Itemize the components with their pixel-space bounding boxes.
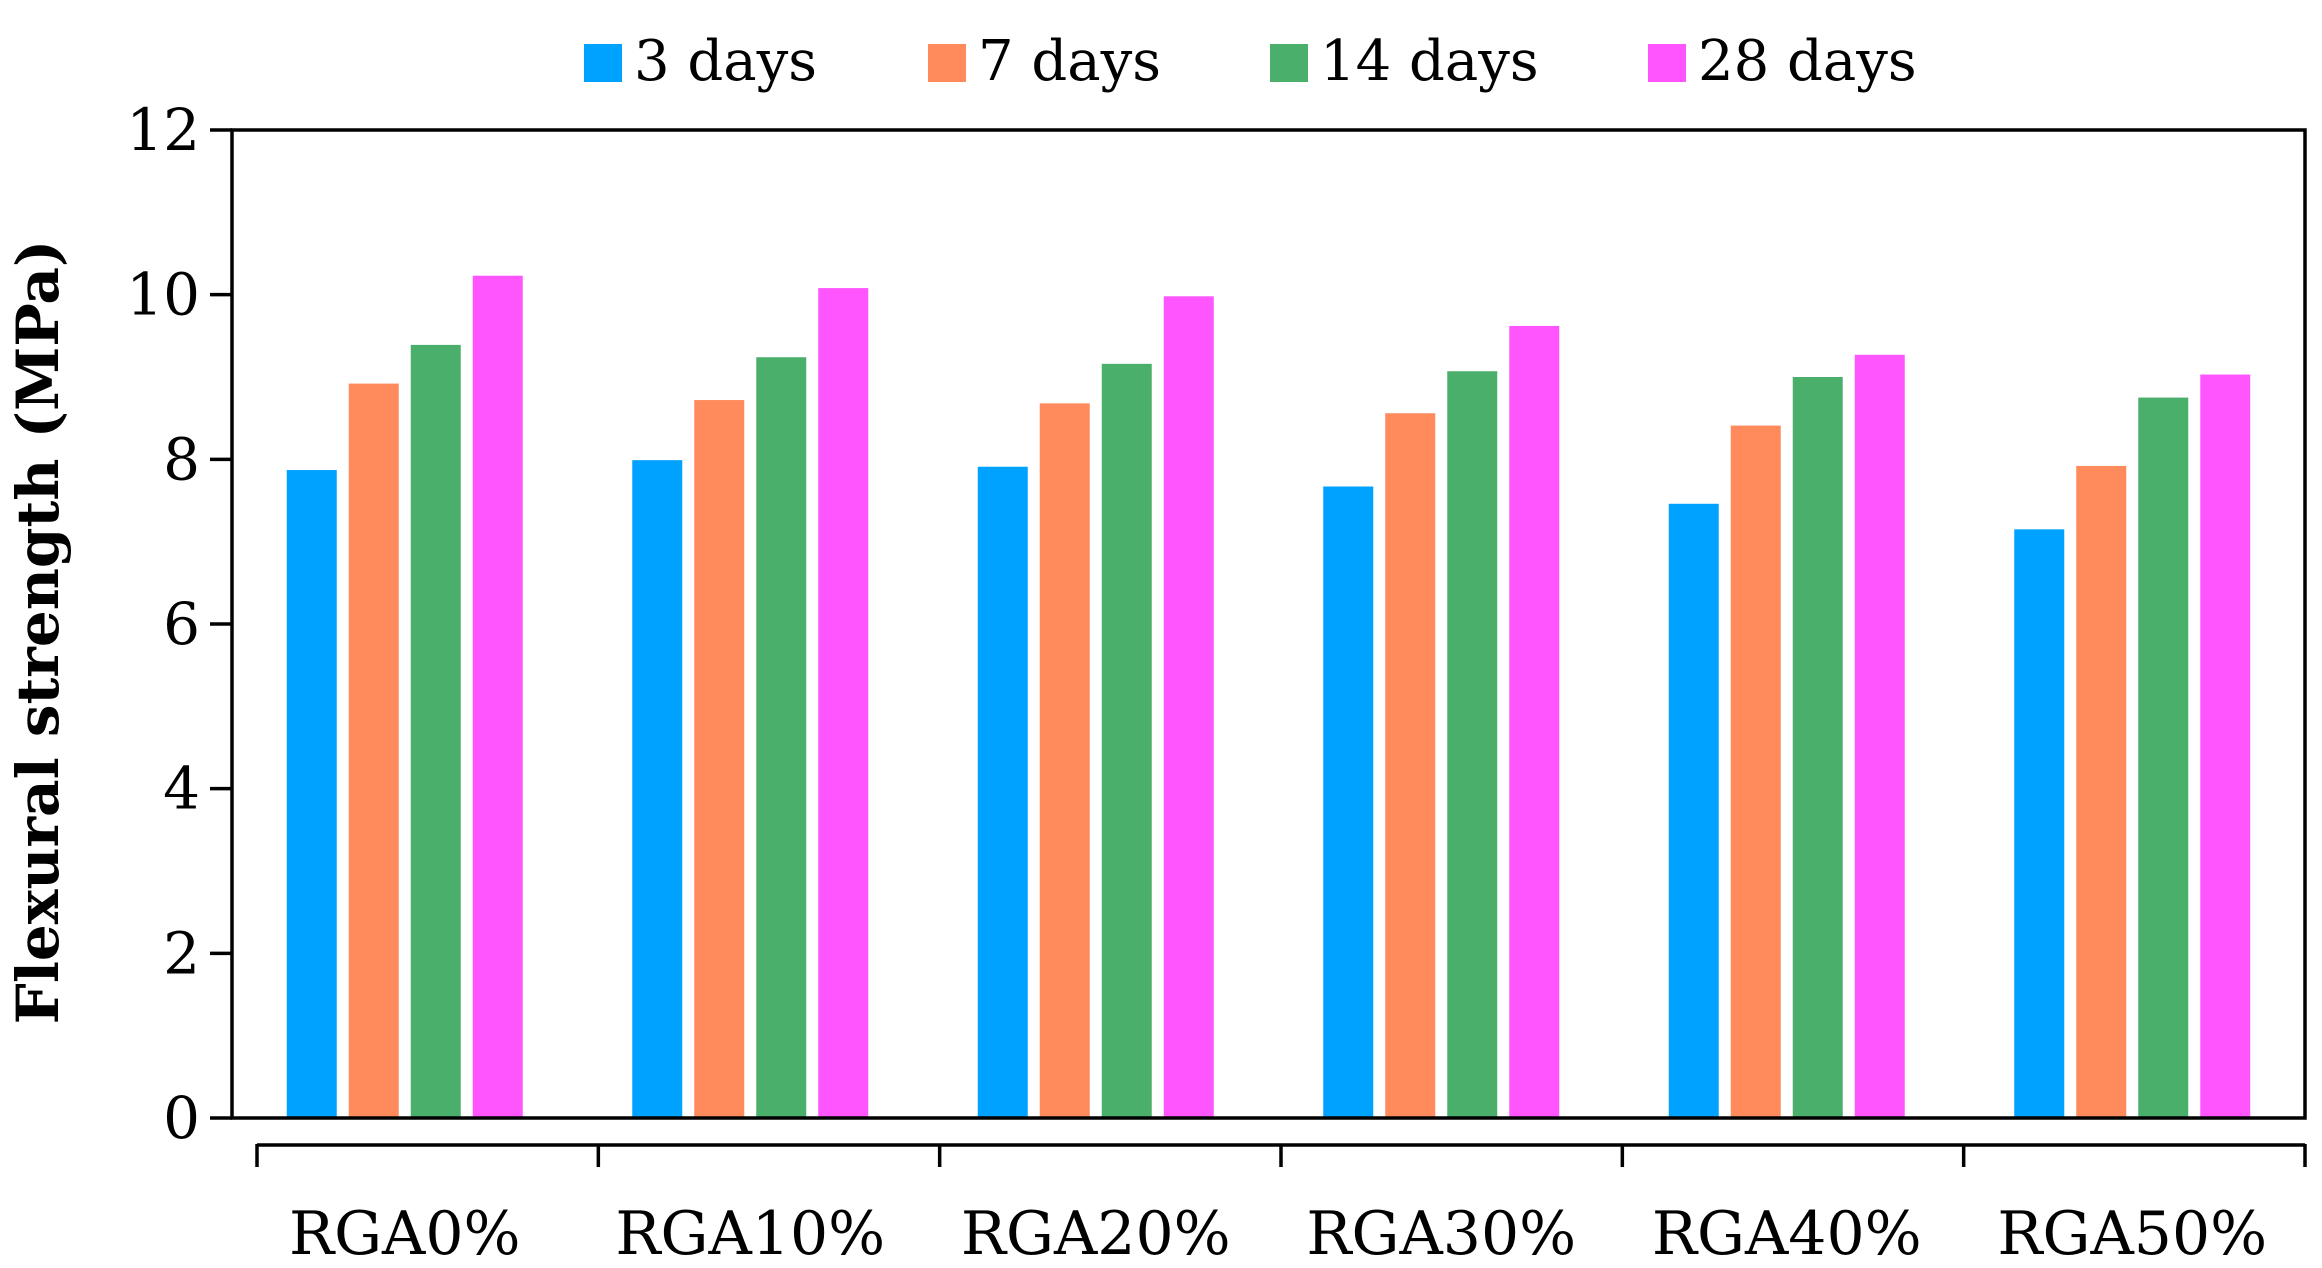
x-category-label: RGA40% bbox=[1652, 1199, 1922, 1268]
legend-swatch-7-days bbox=[928, 44, 966, 82]
bar-3-days-RGA50pct bbox=[2014, 529, 2065, 1118]
bar-14-days-RGA0pct bbox=[410, 344, 461, 1118]
labels-layer: 0 2 4 6 8 10 12 RGA0% RGA10% RGA20% RGA30% RGA40% RG… bbox=[126, 96, 2267, 1268]
legend-label-3-days: 3 days bbox=[634, 29, 817, 94]
bar-14-days-RGA40pct bbox=[1792, 377, 1843, 1118]
legend-label-7-days: 7 days bbox=[978, 29, 1161, 94]
y-tick-label: 4 bbox=[163, 755, 200, 823]
bars-layer bbox=[286, 275, 2251, 1119]
bar-7-days-RGA0pct bbox=[348, 383, 399, 1119]
x-category-label: RGA30% bbox=[1306, 1199, 1576, 1268]
bar-7-days-RGA20pct bbox=[1039, 403, 1090, 1119]
y-tick-label: 0 bbox=[163, 1084, 200, 1152]
bar-3-days-RGA10pct bbox=[632, 460, 683, 1118]
bar-14-days-RGA50pct bbox=[2138, 397, 2189, 1119]
bar-28-days-RGA0pct bbox=[472, 275, 523, 1119]
bar-3-days-RGA0pct bbox=[286, 470, 337, 1118]
bar-7-days-RGA30pct bbox=[1385, 413, 1436, 1119]
legend-swatch-28-days bbox=[1648, 44, 1686, 82]
legend: 3 days 7 days 14 days 28 days bbox=[584, 29, 1917, 94]
legend-label-28-days: 28 days bbox=[1698, 29, 1917, 94]
y-tick-label: 2 bbox=[163, 919, 200, 987]
y-tick-label: 10 bbox=[126, 261, 200, 329]
x-category-label: RGA10% bbox=[615, 1199, 885, 1268]
axes-layer bbox=[210, 128, 2307, 1167]
bar-28-days-RGA10pct bbox=[818, 288, 869, 1119]
y-tick-label: 8 bbox=[163, 425, 200, 493]
bar-28-days-RGA30pct bbox=[1509, 325, 1560, 1118]
bar-28-days-RGA20pct bbox=[1163, 296, 1214, 1118]
legend-label-14-days: 14 days bbox=[1320, 29, 1539, 94]
y-tick-label: 12 bbox=[126, 96, 200, 164]
bar-3-days-RGA30pct bbox=[1323, 486, 1374, 1118]
bar-7-days-RGA50pct bbox=[2076, 465, 2127, 1118]
bar-7-days-RGA40pct bbox=[1730, 425, 1781, 1119]
bar-3-days-RGA40pct bbox=[1668, 503, 1719, 1118]
x-category-label: RGA20% bbox=[961, 1199, 1231, 1268]
y-tick-label: 6 bbox=[163, 590, 200, 658]
bar-7-days-RGA10pct bbox=[694, 400, 745, 1118]
bar-3-days-RGA20pct bbox=[977, 466, 1028, 1118]
x-category-label: RGA0% bbox=[289, 1199, 521, 1268]
bar-14-days-RGA20pct bbox=[1101, 363, 1152, 1119]
legend-swatch-3-days bbox=[584, 44, 622, 82]
bar-28-days-RGA40pct bbox=[1854, 354, 1905, 1118]
plot-frame bbox=[230, 128, 2307, 1120]
bar-14-days-RGA30pct bbox=[1447, 371, 1498, 1118]
y-axis-label: Flexural strength (MPa) bbox=[4, 240, 72, 1025]
bar-28-days-RGA50pct bbox=[2200, 374, 2251, 1118]
x-category-label: RGA50% bbox=[1997, 1199, 2267, 1268]
bar-14-days-RGA10pct bbox=[756, 357, 807, 1118]
legend-swatch-14-days bbox=[1270, 44, 1308, 82]
